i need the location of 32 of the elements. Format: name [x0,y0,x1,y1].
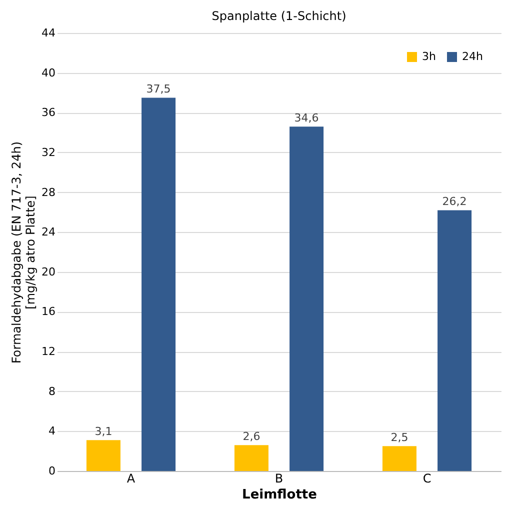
data-label: 3,1 [94,425,112,438]
y-tick-label: 12 [42,345,56,358]
legend-label: 3h [422,50,436,63]
y-tick-label: 32 [42,146,56,159]
bar [142,98,176,471]
y-tick-label: 4 [48,424,56,438]
y-tick-label: 16 [42,305,56,318]
data-label: 26,2 [442,195,467,208]
legend-label: 24h [462,50,483,63]
data-label: 34,6 [294,112,319,125]
bar [86,440,120,471]
data-label: 37,5 [146,82,171,96]
x-tick-label: B [274,472,284,486]
y-tick-label: 24 [42,226,56,239]
x-tick-label: C [422,472,432,486]
x-tick-label: A [126,472,136,486]
y-tick-label: 0 [48,464,56,478]
bar [438,210,472,471]
bar [234,445,268,471]
y-tick-label: 36 [42,106,56,120]
x-axis-title: Leimflotte [242,488,318,502]
bar [290,126,324,471]
y-tick-label: 20 [42,265,56,278]
data-label: 2,6 [242,430,260,444]
y-tick-label: 28 [42,186,56,199]
chart-title: Spanplatte (1-Schicht) [212,9,346,23]
y-tick-label: 8 [48,384,56,398]
y-tick-label: 44 [42,26,56,40]
data-label: 2,5 [390,431,408,444]
y-axis-title: Formaldehydabgabe (EN 717-3, 24h) [mg/kg atro Platte] [10,141,38,364]
y-tick-label: 40 [42,66,56,80]
bar [382,446,416,471]
